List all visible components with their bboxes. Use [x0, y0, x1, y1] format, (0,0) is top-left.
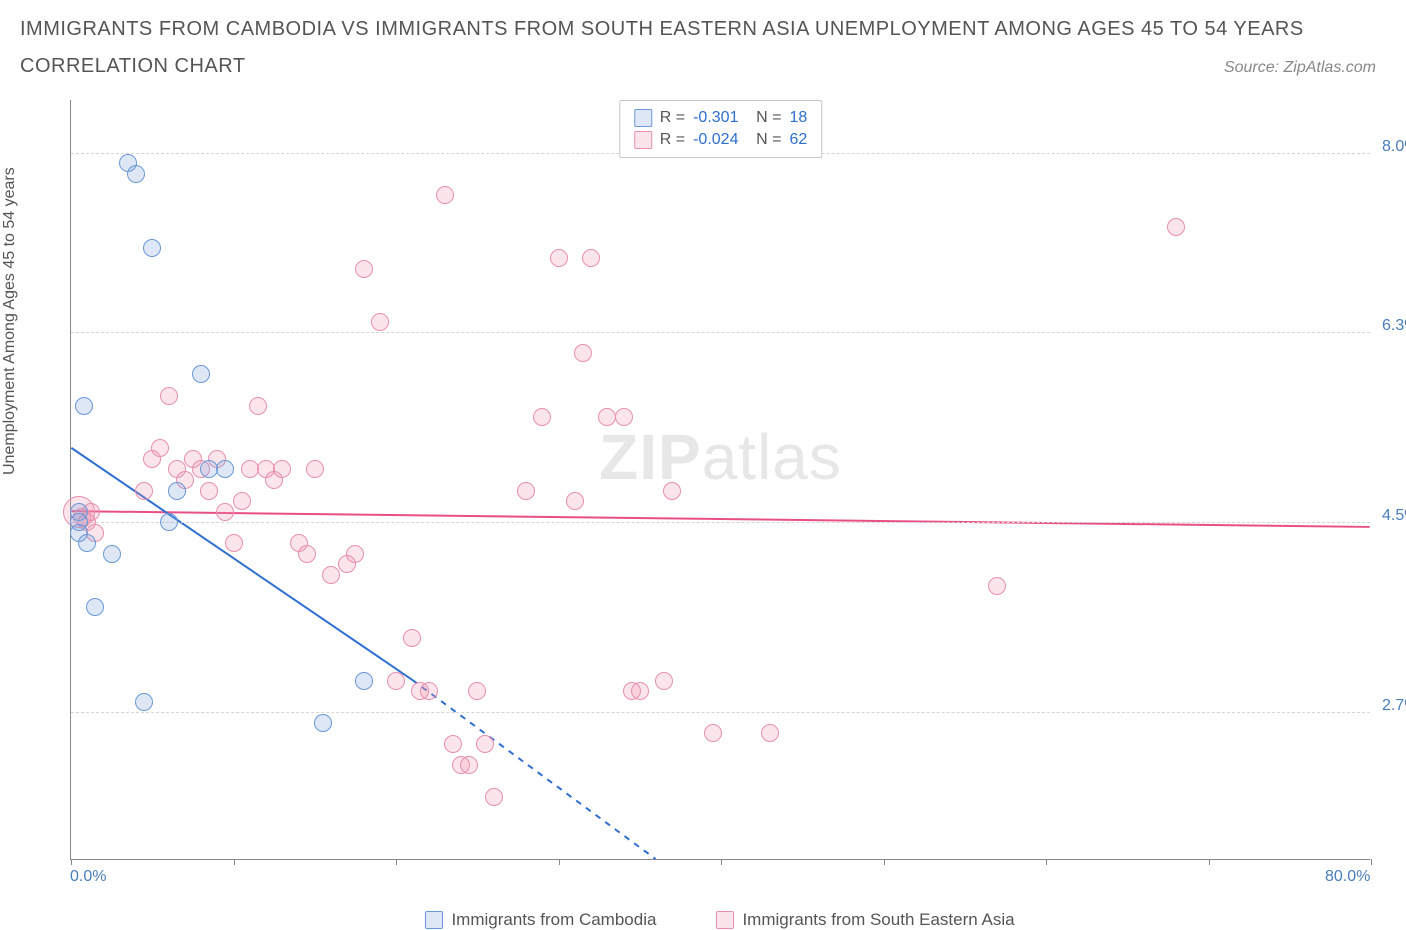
- data-point-se_asia: [761, 724, 779, 742]
- data-point-se_asia: [200, 482, 218, 500]
- data-point-cambodia: [127, 165, 145, 183]
- data-point-se_asia: [225, 534, 243, 552]
- r-value-seasia: -0.024: [693, 129, 748, 151]
- chart-subtitle: CORRELATION CHART: [20, 55, 246, 78]
- data-point-se_asia: [151, 439, 169, 457]
- swatch-seasia-icon: [716, 911, 734, 929]
- data-point-se_asia: [476, 735, 494, 753]
- x-tick-mark: [71, 859, 72, 865]
- legend-item-cambodia: Immigrants from Cambodia: [425, 910, 656, 930]
- data-point-cambodia: [86, 598, 104, 616]
- data-point-se_asia: [387, 672, 405, 690]
- x-tick-mark: [1046, 859, 1047, 865]
- x-tick-label: 80.0%: [1325, 868, 1370, 886]
- n-label: N =: [756, 129, 781, 151]
- y-tick-label: 2.7%: [1382, 697, 1406, 715]
- y-axis-label: Unemployment Among Ages 45 to 54 years: [1, 167, 19, 475]
- chart-title: IMMIGRANTS FROM CAMBODIA VS IMMIGRANTS F…: [20, 18, 1406, 41]
- data-point-se_asia: [582, 249, 600, 267]
- x-tick-mark: [1209, 859, 1210, 865]
- legend-label-seasia: Immigrants from South Eastern Asia: [742, 910, 1014, 930]
- data-point-se_asia: [420, 682, 438, 700]
- data-point-se_asia: [485, 788, 503, 806]
- source-citation: Source: ZipAtlas.com: [1224, 59, 1376, 77]
- data-point-se_asia: [322, 566, 340, 584]
- r-label: R =: [660, 129, 685, 151]
- r-label: R =: [660, 107, 685, 129]
- data-point-se_asia: [460, 756, 478, 774]
- n-label: N =: [756, 107, 781, 129]
- data-point-cambodia: [103, 545, 121, 563]
- swatch-cambodia-icon: [634, 109, 652, 127]
- legend-stats-row-seasia: R = -0.024 N = 62: [634, 129, 807, 151]
- legend-stats-row-cambodia: R = -0.301 N = 18: [634, 107, 807, 129]
- data-point-se_asia: [436, 186, 454, 204]
- data-point-cambodia: [78, 534, 96, 552]
- data-point-cambodia: [192, 365, 210, 383]
- legend-item-seasia: Immigrants from South Eastern Asia: [716, 910, 1014, 930]
- data-point-se_asia: [306, 460, 324, 478]
- x-tick-label: 0.0%: [70, 868, 106, 886]
- n-value-cambodia: 18: [789, 107, 807, 129]
- swatch-cambodia-icon: [425, 911, 443, 929]
- data-point-se_asia: [1167, 218, 1185, 236]
- data-point-se_asia: [298, 545, 316, 563]
- data-point-se_asia: [468, 682, 486, 700]
- data-point-se_asia: [631, 682, 649, 700]
- data-point-se_asia: [533, 408, 551, 426]
- x-tick-mark: [559, 859, 560, 865]
- legend-bottom: Immigrants from Cambodia Immigrants from…: [70, 910, 1370, 930]
- data-point-se_asia: [566, 492, 584, 510]
- y-tick-label: 8.0%: [1382, 138, 1406, 156]
- data-point-cambodia: [143, 239, 161, 257]
- data-point-cambodia: [355, 672, 373, 690]
- data-point-se_asia: [517, 482, 535, 500]
- data-point-se_asia: [655, 672, 673, 690]
- data-point-se_asia: [216, 503, 234, 521]
- x-tick-mark: [1371, 859, 1372, 865]
- y-tick-label: 6.3%: [1382, 317, 1406, 335]
- legend-stats-box: R = -0.301 N = 18 R = -0.024 N = 62: [619, 100, 822, 158]
- x-tick-mark: [721, 859, 722, 865]
- data-point-se_asia: [346, 545, 364, 563]
- gridline: [71, 712, 1370, 713]
- data-point-se_asia: [663, 482, 681, 500]
- data-point-cambodia: [216, 460, 234, 478]
- n-value-seasia: 62: [789, 129, 807, 151]
- data-point-cambodia: [135, 693, 153, 711]
- gridline: [71, 522, 1370, 523]
- data-point-se_asia: [355, 260, 373, 278]
- data-point-se_asia: [371, 313, 389, 331]
- chart-container: Unemployment Among Ages 45 to 54 years Z…: [20, 95, 1386, 930]
- data-point-se_asia: [574, 344, 592, 362]
- data-point-cambodia: [160, 513, 178, 531]
- data-point-se_asia: [135, 482, 153, 500]
- data-point-se_asia: [704, 724, 722, 742]
- swatch-seasia-icon: [634, 131, 652, 149]
- data-point-se_asia: [615, 408, 633, 426]
- plot-area: ZIPatlas R = -0.301 N = 18 R = -0.024 N …: [70, 100, 1370, 860]
- data-point-cambodia: [314, 714, 332, 732]
- data-point-se_asia: [988, 577, 1006, 595]
- x-tick-mark: [396, 859, 397, 865]
- x-tick-mark: [234, 859, 235, 865]
- legend-label-cambodia: Immigrants from Cambodia: [451, 910, 656, 930]
- data-point-cambodia: [168, 482, 186, 500]
- data-point-se_asia: [233, 492, 251, 510]
- data-point-se_asia: [273, 460, 291, 478]
- data-point-se_asia: [550, 249, 568, 267]
- y-tick-label: 4.5%: [1382, 507, 1406, 525]
- gridline: [71, 332, 1370, 333]
- data-point-se_asia: [403, 629, 421, 647]
- x-tick-mark: [884, 859, 885, 865]
- r-value-cambodia: -0.301: [693, 107, 748, 129]
- data-point-se_asia: [444, 735, 462, 753]
- data-point-se_asia: [249, 397, 267, 415]
- data-point-cambodia: [75, 397, 93, 415]
- data-point-se_asia: [160, 387, 178, 405]
